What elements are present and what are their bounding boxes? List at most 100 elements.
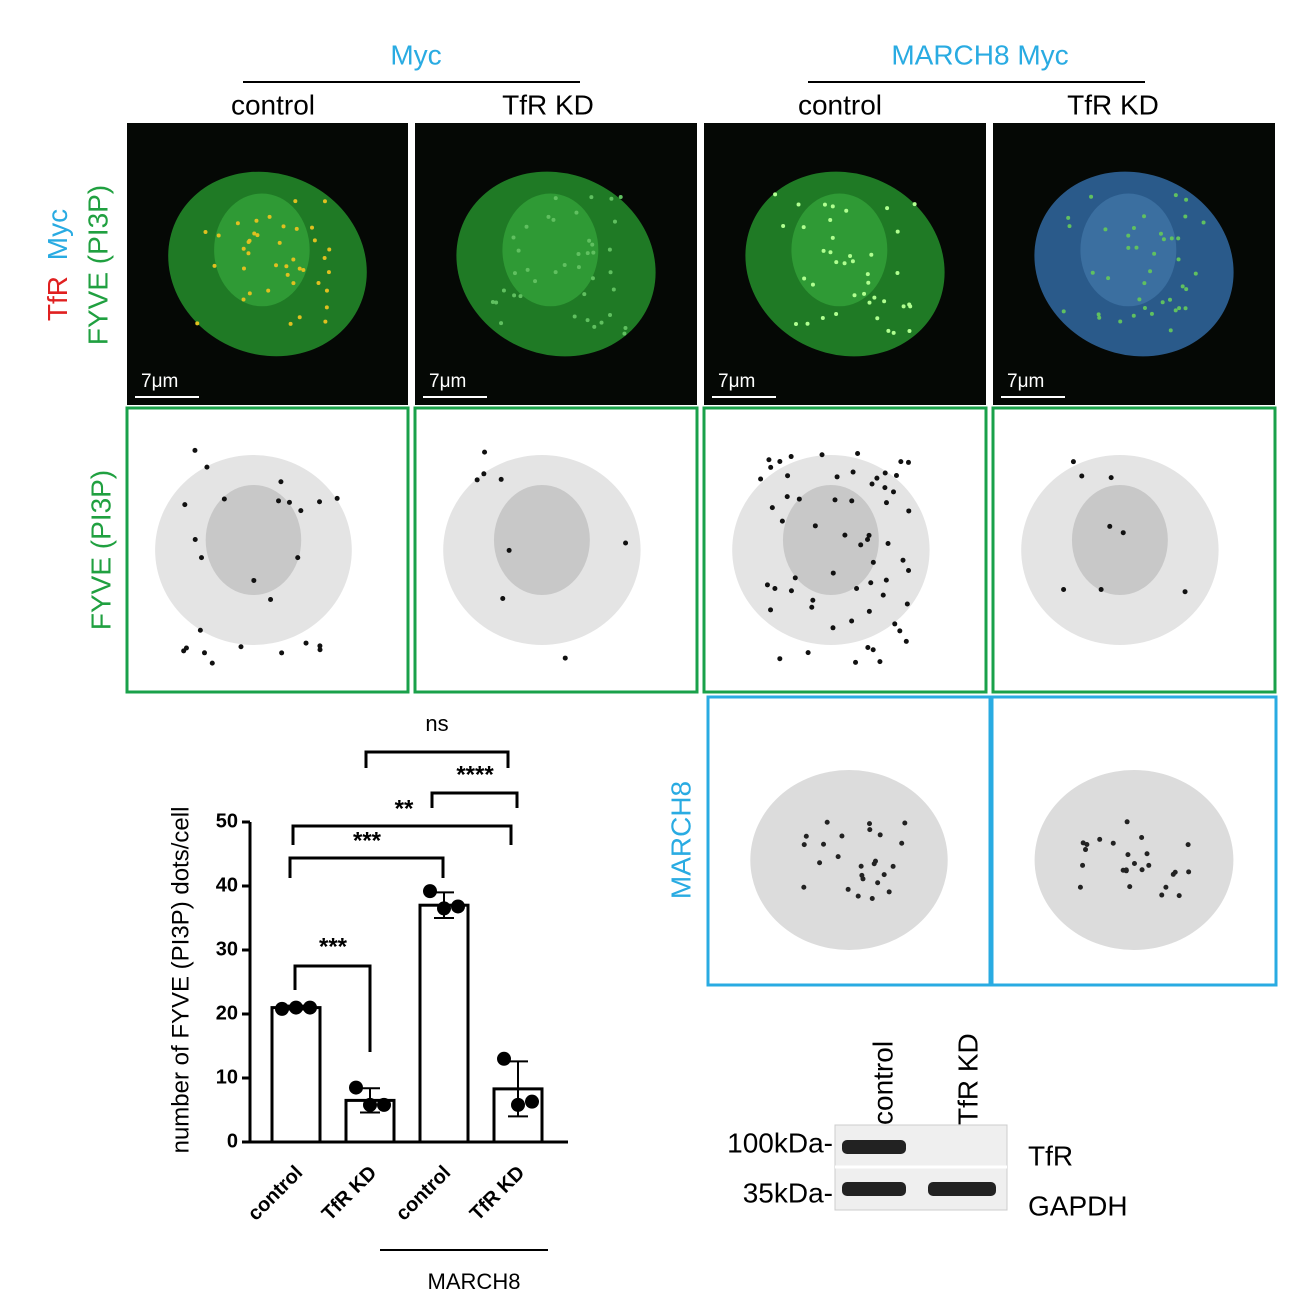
cell-spot bbox=[204, 464, 210, 470]
cell-spot bbox=[1176, 893, 1182, 899]
cell-spot bbox=[1097, 836, 1103, 842]
cell-spot bbox=[801, 884, 807, 890]
y-axis-label: number of FYVE (PI3P) dots/cell bbox=[167, 807, 194, 1154]
cell-spot bbox=[334, 495, 340, 501]
cell-spot bbox=[810, 597, 816, 603]
cell-spot bbox=[611, 287, 616, 292]
cell-spot bbox=[902, 820, 908, 826]
group-label: MARCH8 bbox=[428, 1269, 521, 1294]
cell-spot bbox=[576, 252, 581, 257]
cell-spot bbox=[824, 819, 830, 825]
cell-spot bbox=[590, 242, 595, 247]
cell-spot bbox=[801, 842, 807, 848]
channel-label: FYVE (PI3P) bbox=[82, 185, 113, 345]
cell-spot bbox=[772, 585, 778, 591]
y-tick-label: 40 bbox=[216, 874, 238, 896]
scale-label: 7μm bbox=[718, 371, 755, 392]
significance-bracket bbox=[293, 964, 372, 1052]
cell-spot bbox=[612, 219, 617, 224]
cell-spot bbox=[885, 540, 891, 546]
cell-spot bbox=[512, 293, 517, 298]
x-tick-label: control bbox=[244, 1162, 307, 1225]
cell-spot bbox=[221, 496, 227, 502]
cell-spot bbox=[870, 559, 876, 565]
cell-spot bbox=[848, 253, 853, 258]
scale-label: 7μm bbox=[1007, 371, 1044, 392]
cell-spot bbox=[608, 312, 613, 317]
cell-spot bbox=[895, 229, 900, 234]
significance-label: ns bbox=[425, 711, 448, 736]
cell-spot bbox=[255, 233, 260, 238]
cell-spot bbox=[886, 889, 892, 895]
cell-spot bbox=[781, 223, 786, 228]
x-tick-label: TfR KD bbox=[318, 1162, 381, 1225]
cell-spot bbox=[1183, 306, 1188, 311]
cell-spot bbox=[279, 650, 285, 656]
cell-spot bbox=[298, 508, 304, 514]
cell-spot bbox=[618, 195, 623, 200]
x-tick-label: control bbox=[392, 1162, 455, 1225]
cell-spot bbox=[524, 224, 529, 229]
cell-spot bbox=[830, 570, 836, 576]
cell-spot bbox=[1146, 862, 1152, 868]
cell-spot bbox=[241, 297, 246, 302]
nucleus bbox=[493, 485, 590, 595]
cell-spot bbox=[907, 328, 912, 333]
cell-spot bbox=[905, 459, 911, 465]
data-point bbox=[423, 884, 437, 899]
cell-spot bbox=[777, 656, 783, 662]
cell-spot bbox=[812, 523, 818, 529]
cell-spot bbox=[788, 454, 794, 460]
cell-spot bbox=[268, 596, 274, 602]
protein-label: GAPDH bbox=[1028, 1190, 1128, 1221]
cell-spot bbox=[834, 474, 840, 480]
condition-label: control bbox=[798, 89, 882, 120]
cell-spot bbox=[481, 471, 487, 477]
cell-spot bbox=[834, 312, 839, 317]
cell bbox=[750, 770, 948, 950]
cell-spot bbox=[803, 833, 809, 839]
cell-spot bbox=[312, 238, 317, 243]
cell-spot bbox=[609, 196, 614, 201]
x-tick-label: TfR KD bbox=[466, 1162, 529, 1225]
cell-spot bbox=[587, 238, 592, 243]
cell-spot bbox=[1131, 313, 1136, 318]
significance-bracket bbox=[288, 856, 445, 878]
row-label: FYVE (PI3P) bbox=[85, 470, 116, 630]
cell-spot bbox=[898, 459, 904, 465]
cell-spot bbox=[1124, 819, 1130, 825]
cell-spot bbox=[866, 532, 872, 538]
cell-spot bbox=[875, 316, 880, 321]
cell-spot bbox=[866, 280, 871, 285]
cell-spot bbox=[891, 489, 897, 495]
cell-spot bbox=[1120, 530, 1126, 536]
cell-spot bbox=[288, 321, 293, 326]
cell-spot bbox=[323, 319, 328, 324]
cell-spot bbox=[858, 863, 864, 869]
band bbox=[842, 1182, 906, 1196]
cell-spot bbox=[865, 272, 870, 277]
data-point bbox=[377, 1097, 391, 1112]
cell-spot bbox=[897, 628, 903, 634]
cell-spot bbox=[281, 224, 286, 229]
cell-spot bbox=[297, 266, 302, 271]
cell-spot bbox=[494, 300, 499, 305]
cell-spot bbox=[773, 192, 778, 197]
nucleus bbox=[782, 485, 879, 595]
cell-spot bbox=[869, 252, 874, 257]
cell-spot bbox=[474, 477, 480, 483]
cell-spot bbox=[810, 282, 815, 287]
cell-spot bbox=[622, 331, 627, 336]
cell-spot bbox=[853, 659, 859, 665]
cell-spot bbox=[796, 202, 801, 207]
nucleus bbox=[502, 193, 599, 307]
significance-bracket bbox=[430, 791, 519, 808]
cell-spot bbox=[1142, 281, 1147, 286]
y-tick-label: 0 bbox=[227, 1130, 238, 1152]
cell-spot bbox=[817, 860, 823, 866]
cell-spot bbox=[882, 470, 888, 476]
cell-spot bbox=[1118, 319, 1123, 324]
cell-spot bbox=[182, 502, 188, 508]
data-point bbox=[289, 1000, 303, 1015]
cell-spot bbox=[849, 618, 855, 624]
